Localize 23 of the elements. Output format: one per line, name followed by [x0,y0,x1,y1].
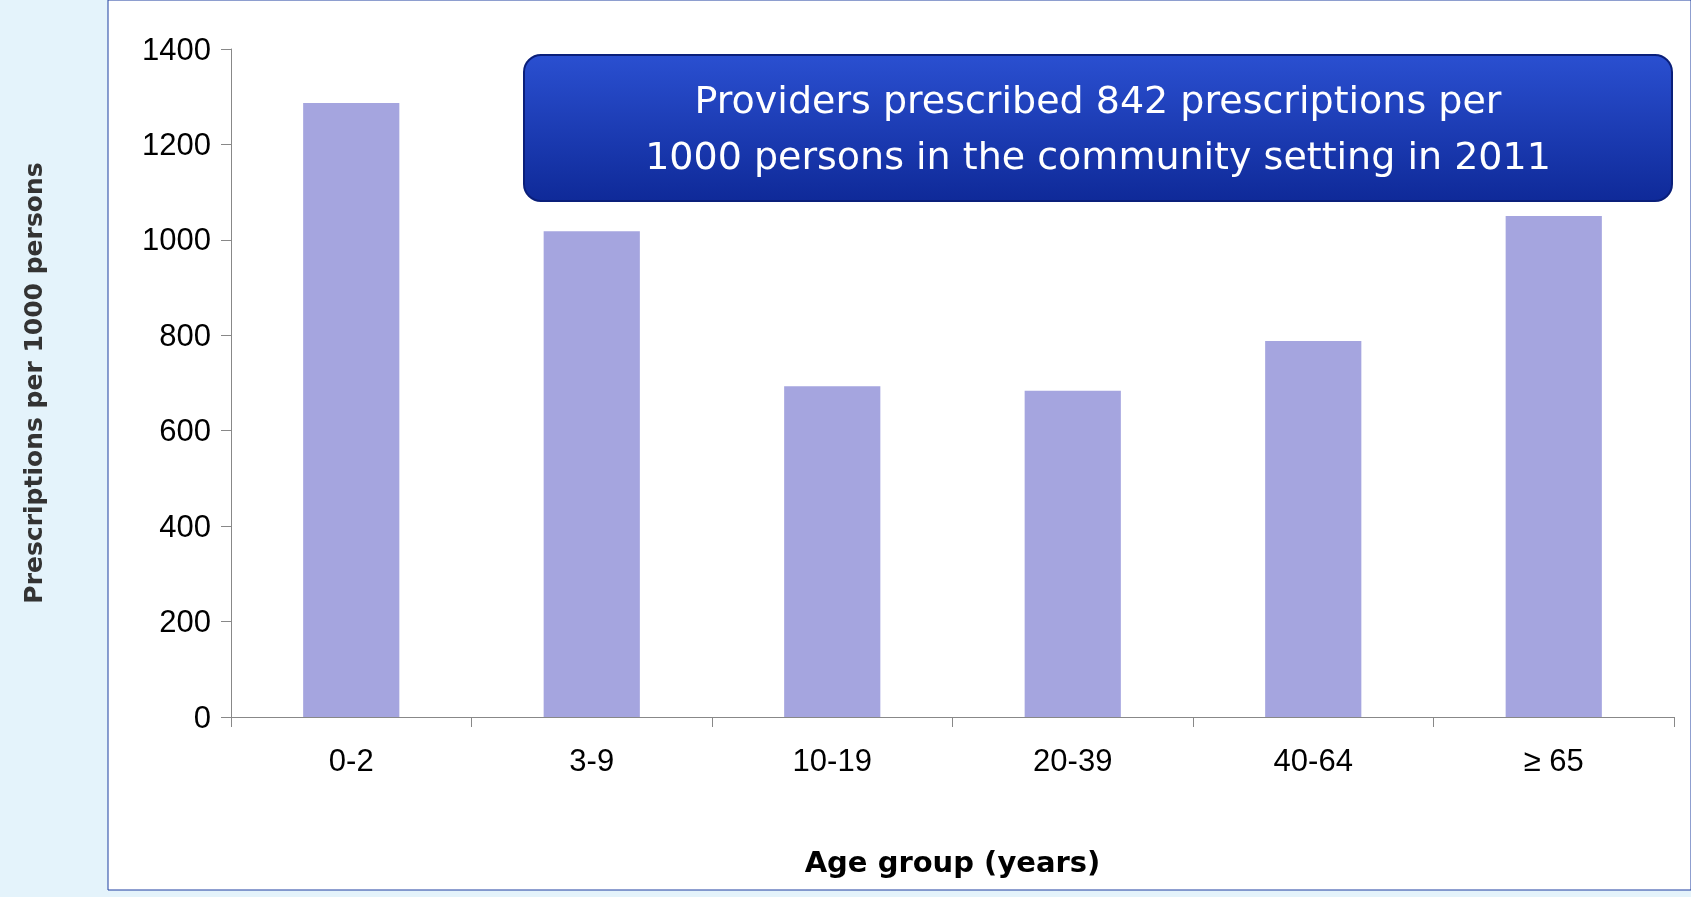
y-tick-label: 1000 [142,222,211,258]
bar [303,102,400,717]
x-tick-label: 40-64 [1273,743,1353,778]
x-tick-label: 10-19 [792,743,872,778]
bar [1024,390,1121,717]
x-tick-label: ≥ 65 [1523,743,1584,778]
bar [784,386,881,717]
y-tick-label: 0 [193,699,211,735]
y-tick-label: 200 [159,604,211,640]
y-tick-label: 1200 [142,126,211,162]
x-tick-label: 0-2 [328,743,374,778]
y-tick-label: 800 [159,317,211,353]
y-tick-label: 600 [159,413,211,449]
y-tick-label: 400 [159,508,211,544]
y-tick-label: 1400 [142,31,211,67]
x-tick-label: 20-39 [1033,743,1113,778]
bar [1505,216,1602,717]
x-axis-title: Age group (years) [804,844,1101,879]
bar [1265,341,1362,717]
y-axis-title: Prescriptions per 1000 persons [19,162,48,604]
x-tick-label: 3-9 [569,743,615,778]
callout-box: Providers prescribed 842 prescriptions per 1000 persons in the community setting in 2011 [523,54,1673,202]
bar [543,231,640,717]
